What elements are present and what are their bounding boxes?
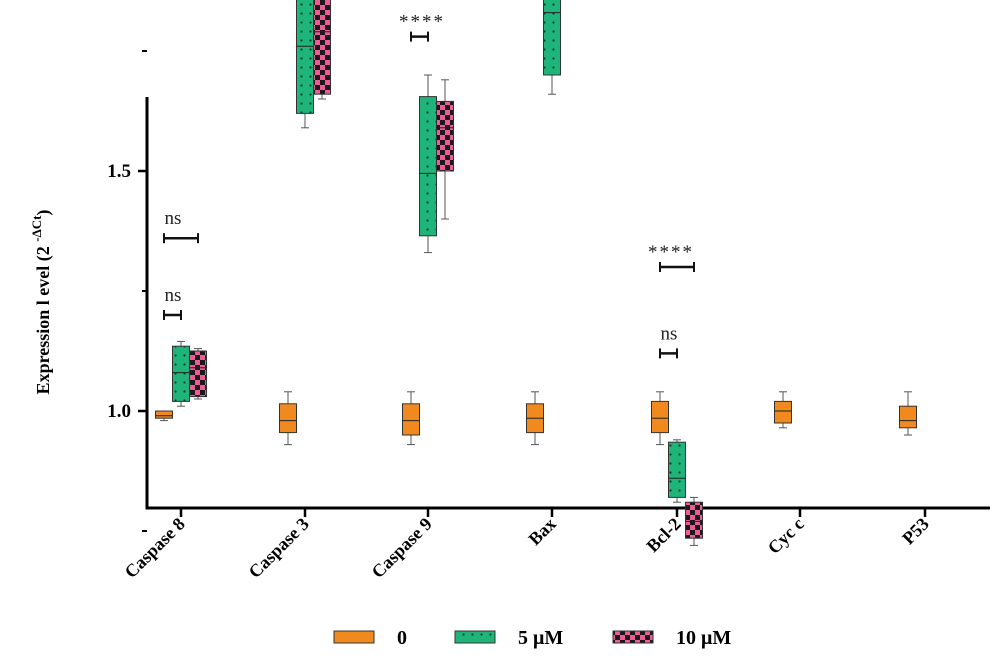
box-body [296,0,314,114]
box-body [279,403,297,434]
box-plots [155,0,917,546]
box-dots-bax [543,0,561,95]
box-body [419,96,437,237]
significance-label: ns [165,208,182,229]
box-solid-cyc-c [774,391,792,429]
legend-swatch [454,630,496,644]
x-tick-label: Caspase 3 [245,514,313,582]
legend-label: 10 μM [676,627,731,649]
y-axis-label: Expression l evel (2 -ΔCt) [29,210,54,395]
box-body [543,0,561,76]
box-solid-bcl-2 [651,391,669,446]
box-dots-caspase-9 [419,74,437,254]
significance-bracket: ns [659,323,678,359]
legend-swatch [333,630,375,644]
significance-label: ns [165,285,182,306]
box-checker-caspase-3 [313,0,331,100]
box-body [313,0,331,95]
y-tick-label: 1.5 [107,161,131,182]
legend-item: 5 μM [454,627,563,649]
x-tick-label: Bcl-2 [642,514,684,556]
box-body [668,441,686,498]
box-dots-caspase-8 [172,340,190,407]
box-body [436,100,454,172]
box-body [172,345,190,402]
significance-bracket: **** [399,12,445,42]
x-tick-label: Caspase 9 [368,514,436,582]
significance-bracket: **** [648,242,695,272]
significance-annotations: nsns************************ns**********… [163,12,695,359]
box-solid-caspase-9 [402,391,420,446]
box-body [899,405,917,429]
x-tick-label: Bax [524,514,559,549]
box-body [402,403,420,436]
legend-label: 5 μM [518,627,563,649]
box-body [651,400,669,434]
significance-bracket: ns [163,208,199,244]
x-tick-label: P53 [898,514,933,549]
box-body [189,350,207,398]
box-dots-bcl-2 [668,439,686,503]
box-dots-caspase-3 [296,0,314,129]
significance-label: **** [399,12,445,33]
box-solid-p53 [899,391,917,436]
box-checker-caspase-9 [436,79,454,220]
significance-bracket: ns [163,285,182,320]
box-checker-bcl-2 [685,496,703,546]
box-body [774,400,792,424]
legend-label: 0 [397,627,407,649]
box-solid-bax [526,391,544,446]
legend: 0 5 μM 10 μM [333,627,731,649]
box-body [155,410,173,419]
box-solid-caspase-8 [155,410,173,422]
legend-item: 10 μM [612,627,731,649]
significance-label: **** [648,242,694,263]
legend-swatch [612,630,654,644]
significance-label: ns [661,323,678,344]
box-body [685,501,703,539]
box-solid-caspase-3 [279,391,297,446]
y-tick-label: 1.0 [107,401,131,422]
box-checker-caspase-8 [189,348,207,400]
x-tick-label: Cyc c [764,514,808,558]
legend-item: 0 [333,627,407,649]
x-tick-label: Caspase 8 [121,514,189,582]
